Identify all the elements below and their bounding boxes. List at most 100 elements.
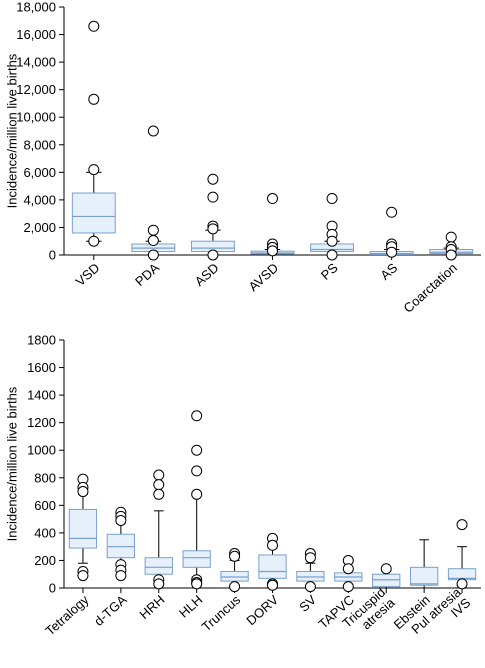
- outlier-point: [267, 539, 278, 551]
- outlier-point: [147, 224, 159, 236]
- outlier-point: [191, 488, 203, 500]
- outlier-point: [191, 444, 203, 456]
- outlier-point: [386, 206, 398, 218]
- iqr-box: [372, 573, 401, 588]
- x-tick-label: Pul atresiaIVS: [408, 584, 474, 647]
- y-tick-label: 0: [49, 248, 56, 263]
- y-tick-label: 0: [49, 581, 56, 596]
- outlier-point: [267, 245, 278, 257]
- box-asd: ASD: [190, 173, 235, 289]
- outlier-point: [115, 570, 127, 582]
- outlier-point: [304, 552, 316, 564]
- outlier-point: [342, 563, 354, 575]
- outlier-point: [445, 249, 457, 261]
- y-axis-label: Incidence/million live births: [4, 53, 19, 208]
- x-tick-label: HRH: [136, 592, 167, 622]
- outlier-point: [88, 20, 100, 32]
- outlier-point: [304, 581, 316, 593]
- iqr-box: [144, 557, 173, 575]
- iqr-box: [409, 566, 439, 586]
- x-tick-label-line: VSD: [73, 260, 103, 289]
- outlier-point: [326, 249, 338, 261]
- x-tick-label-line: ASD: [192, 260, 222, 289]
- y-tick-label: 1800: [27, 333, 56, 348]
- outlier-point: [207, 191, 219, 203]
- iqr-box: [220, 570, 249, 582]
- outlier-point: [88, 93, 100, 105]
- x-tick-label: PDA: [132, 260, 162, 289]
- outlier-point: [153, 479, 165, 491]
- x-tick-label-line: AVSD: [246, 260, 282, 294]
- y-tick-label: 12,000: [16, 82, 56, 97]
- outlier-point: [115, 514, 127, 526]
- iqr-box: [106, 533, 136, 559]
- outlier-point: [386, 246, 398, 258]
- x-tick-label: Tetralogy: [42, 592, 92, 639]
- y-tick-label: 10,000: [16, 110, 56, 125]
- outlier-point: [326, 193, 338, 205]
- outlier-point: [147, 125, 159, 137]
- x-tick-label-line: AS: [377, 260, 400, 283]
- x-tick-label-line: SV: [296, 592, 319, 615]
- box-ps: PS: [310, 193, 355, 283]
- outlier-point: [207, 223, 219, 235]
- outlier-point: [267, 579, 278, 591]
- outlier-point: [77, 486, 89, 498]
- box-d-tga: d-TGA: [91, 506, 136, 629]
- chart-panel-1: 0 2,000 4,000 6,000 8,000 10,000 12,000 14,000 1…: [4, 0, 481, 316]
- outlier-point: [147, 249, 159, 261]
- y-tick-label: 2,000: [23, 220, 56, 235]
- outlier-point: [456, 578, 468, 590]
- y-tick-label: 18,000: [16, 0, 56, 15]
- x-tick-label-line: d-TGA: [91, 592, 130, 629]
- outlier-point: [77, 570, 89, 582]
- outlier-point: [456, 519, 468, 531]
- y-tick-label: 16,000: [16, 27, 56, 42]
- box-dorv: DORV: [243, 532, 287, 628]
- x-tick-label: DORV: [243, 592, 281, 628]
- y-tick-label: 6,000: [23, 165, 56, 180]
- outlier-point: [147, 235, 159, 247]
- x-tick-label-line: DORV: [243, 592, 281, 628]
- outlier-point: [88, 164, 100, 176]
- x-tick-label: VSD: [73, 260, 103, 289]
- outlier-point: [153, 578, 165, 590]
- box-hrh: HRH: [136, 469, 173, 622]
- y-tick-label: 4,000: [23, 192, 56, 207]
- outlier-point: [229, 550, 241, 562]
- iqr-box: [182, 550, 211, 568]
- x-tick-label-line: HRH: [136, 592, 167, 622]
- box-coarctation: Coarctation: [400, 231, 474, 316]
- x-tick-label: Truncus: [199, 592, 244, 635]
- box-avsd: AVSD: [246, 193, 295, 294]
- outlier-point: [380, 563, 392, 575]
- x-tick-label-line: HLH: [176, 592, 205, 621]
- y-tick-label: 8,000: [23, 137, 56, 152]
- box-as: AS: [369, 206, 414, 283]
- outlier-point: [229, 581, 241, 593]
- x-tick-label-line: PDA: [132, 260, 162, 289]
- x-tick-label-line: Truncus: [199, 592, 244, 635]
- y-tick-label: 1600: [27, 360, 56, 375]
- outlier-point: [207, 173, 219, 185]
- y-tick-label: 1200: [27, 415, 56, 430]
- y-axis-label: Incidence/million live births: [4, 386, 19, 541]
- outlier-point: [342, 581, 354, 593]
- x-tick-label: ASD: [192, 260, 222, 289]
- y-tick-label: 14,000: [16, 55, 56, 70]
- chart-panel-2: 0 200 400 600 800 1000 1200 1400 1600 1800 Inciden…: [4, 333, 481, 647]
- x-tick-label: d-TGA: [91, 592, 130, 629]
- x-tick-label: SV: [296, 592, 319, 615]
- x-tick-label: PS: [318, 260, 341, 283]
- x-tick-label: AS: [377, 260, 400, 283]
- outlier-point: [445, 231, 457, 243]
- y-tick-label: 1000: [27, 443, 56, 458]
- outlier-point: [191, 410, 203, 422]
- iqr-box: [296, 570, 325, 582]
- x-tick-label: HLH: [176, 592, 205, 621]
- outlier-point: [153, 469, 165, 481]
- y-tick-label: 400: [34, 525, 56, 540]
- outlier-point: [326, 235, 338, 247]
